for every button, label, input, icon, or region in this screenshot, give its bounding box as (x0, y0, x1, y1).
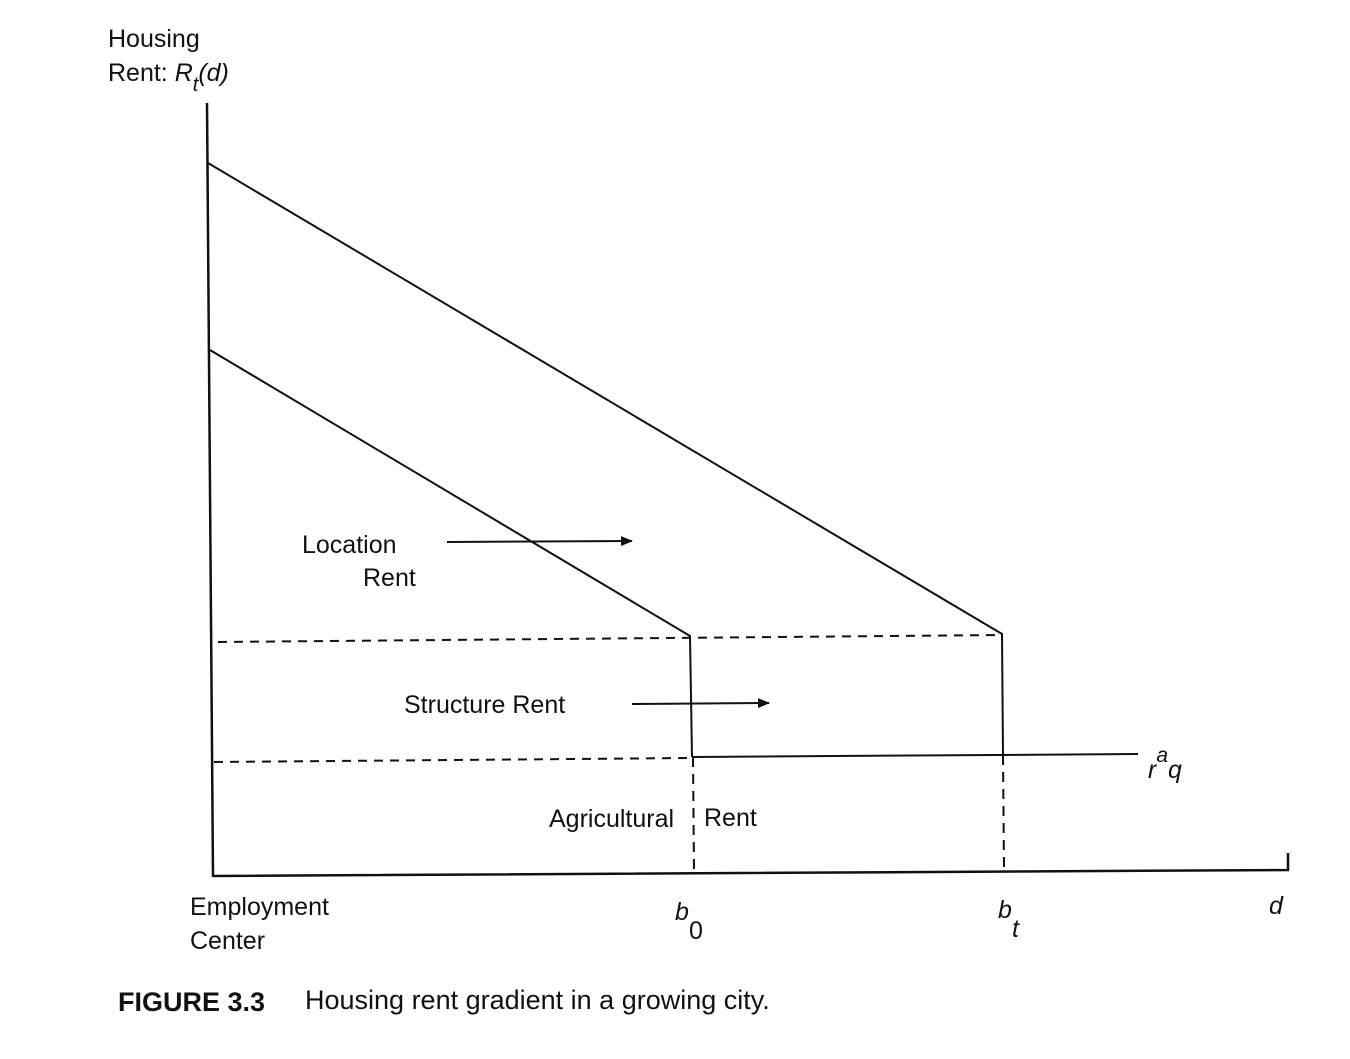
grown-rent-gradient (207, 162, 1004, 756)
y-axis (205, 102, 215, 878)
agricultural-rent-label-left: Agricultural (549, 805, 674, 833)
agricultural-rent-dashed-line (213, 757, 693, 763)
b0-subscript: 0 (689, 917, 703, 945)
distance-axis-label: d (1269, 892, 1284, 920)
location-rent-label-line1: Location (302, 531, 397, 559)
x-axis (212, 853, 1290, 878)
location-rent-label-line2: Rent (363, 564, 416, 592)
b0-dashed-line (692, 756, 695, 873)
employment-center-label-line2: Center (190, 927, 265, 955)
agricultural-rent-level-label: raq (1148, 744, 1182, 784)
location-rent-arrow (446, 536, 633, 547)
employment-center-label-line1: Employment (190, 893, 329, 921)
structure-rent-dashed-line (217, 634, 1003, 643)
bt-subscript: t (1012, 915, 1020, 943)
structure-rent-label: Structure Rent (404, 691, 565, 719)
y-axis-label-line2: Rent: Rt(d) (108, 59, 229, 96)
b0-label: b (675, 898, 689, 926)
structure-rent-arrow (631, 698, 770, 709)
bt-label: b (998, 896, 1012, 924)
agricultural-rent-line (691, 753, 1139, 758)
figure-caption-number: FIGURE 3.3 (118, 987, 265, 1017)
initial-rent-gradient (209, 349, 693, 758)
agricultural-rent-label-right: Rent (704, 804, 757, 832)
figure-caption-text: Housing rent gradient in a growing city. (305, 985, 770, 1015)
y-axis-label-line1: Housing (108, 25, 200, 53)
bt-dashed-line (1002, 754, 1005, 871)
